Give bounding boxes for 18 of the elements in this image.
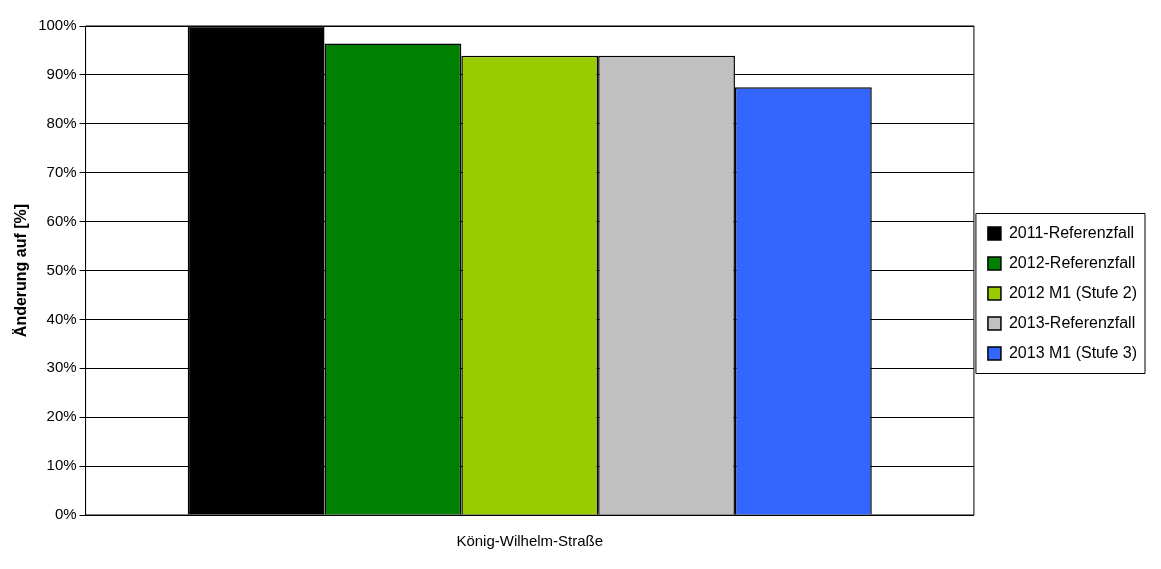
- y-tick-label: 0%: [54, 505, 77, 523]
- y-tick-label: 40%: [46, 309, 77, 327]
- y-tick-label: 50%: [46, 260, 77, 278]
- y-tick-label: 80%: [46, 113, 77, 131]
- legend-label: 2012-Referenzfall: [1008, 253, 1136, 271]
- y-tick-label: 90%: [46, 65, 77, 83]
- y-tick-label: 10%: [46, 456, 77, 474]
- legend-label: 2013 M1 (Stufe 3): [1008, 343, 1138, 361]
- y-tick-label: 70%: [46, 162, 77, 180]
- y-tick-label: 60%: [46, 211, 77, 229]
- y-tick-label: 30%: [46, 358, 77, 376]
- legend-label: 2012 M1 (Stufe 2): [1008, 283, 1138, 301]
- x-tick-label: König-Wilhelm-Straße: [456, 532, 604, 550]
- legend-label: 2013-Referenzfall: [1008, 313, 1136, 331]
- y-axis-title: Änderung auf [%]: [12, 203, 30, 338]
- y-tick-label: 100%: [38, 16, 77, 34]
- y-tick-label: 20%: [46, 407, 77, 425]
- legend-label: 2011-Referenzfall: [1008, 223, 1135, 241]
